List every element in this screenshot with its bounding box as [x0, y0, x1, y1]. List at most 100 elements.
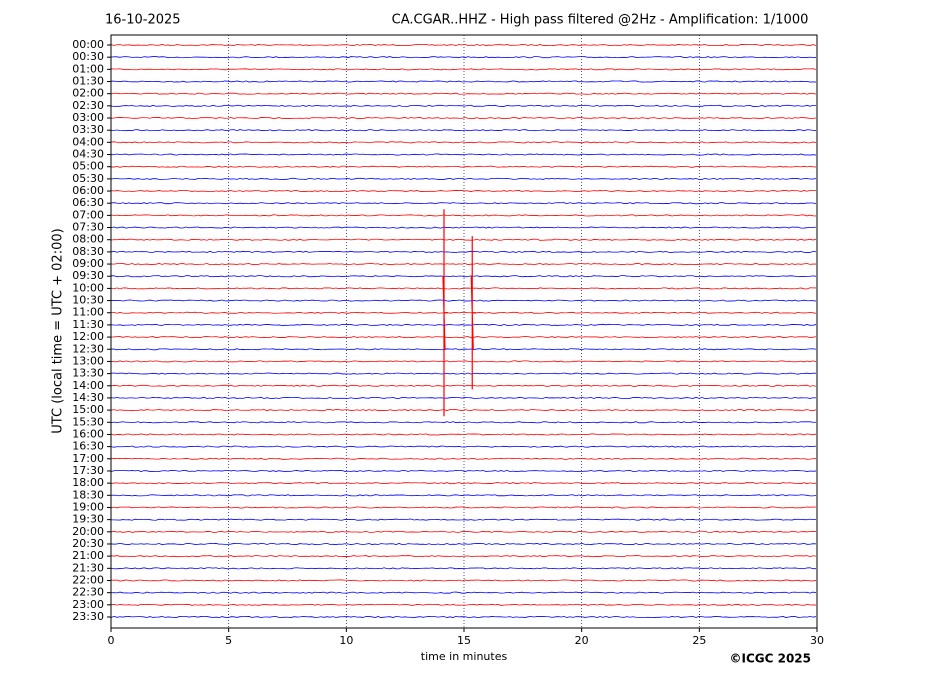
trace: [110, 591, 817, 594]
trace: [110, 129, 817, 132]
y-tick-label: 07:00: [72, 208, 104, 221]
y-tick-label: 16:30: [72, 440, 104, 453]
trace: [110, 567, 817, 570]
trace: [110, 421, 817, 424]
y-tick-label: 05:30: [72, 172, 104, 185]
y-tick-label: 23:00: [72, 598, 104, 611]
trace: [110, 56, 817, 59]
trace: [110, 384, 817, 387]
trace: [110, 396, 817, 399]
y-tick-label: 16:00: [72, 427, 104, 440]
y-tick-label: 02:00: [72, 87, 104, 100]
trace: [110, 542, 817, 545]
y-tick-label: 09:30: [72, 269, 104, 282]
y-tick-label: 22:00: [72, 573, 104, 586]
y-tick-label: 00:00: [72, 38, 104, 51]
y-tick-label: 20:00: [72, 525, 104, 538]
y-tick-label: 06:30: [72, 196, 104, 209]
y-tick-label: 05:00: [72, 160, 104, 173]
y-tick-label: 22:30: [72, 586, 104, 599]
y-tick-label: 13:00: [72, 354, 104, 367]
y-tick-label: 18:30: [72, 488, 104, 501]
y-tick-label: 23:30: [72, 610, 104, 623]
trace: [110, 530, 817, 533]
event: [470, 236, 477, 390]
event: [442, 209, 448, 417]
y-tick-label: 09:00: [72, 257, 104, 270]
y-tick-label: 04:30: [72, 148, 104, 161]
trace: [110, 190, 817, 193]
trace: [110, 117, 817, 120]
trace: [110, 226, 817, 229]
trace: [110, 603, 817, 606]
trace: [110, 250, 817, 253]
trace: [110, 165, 817, 168]
trace: [110, 518, 817, 521]
y-tick-label: 03:00: [72, 111, 104, 124]
trace: [110, 469, 817, 473]
trace: [110, 202, 817, 205]
y-tick-label: 00:30: [72, 50, 104, 63]
y-tick-label: 17:00: [72, 452, 104, 465]
y-tick-label: 06:00: [72, 184, 104, 197]
y-tick-label: 10:30: [72, 294, 104, 307]
trace: [110, 287, 817, 290]
trace: [110, 409, 817, 412]
y-tick-label: 15:30: [72, 415, 104, 428]
x-tick-label: 10: [339, 634, 353, 647]
trace: [110, 80, 817, 83]
y-tick-label: 13:30: [72, 367, 104, 380]
y-tick-label: 17:30: [72, 464, 104, 477]
trace: [110, 615, 817, 619]
date: 16-10-2025: [105, 13, 181, 28]
y-axis-label: UTC (local time = UTC + 02:00): [51, 228, 66, 433]
trace: [110, 555, 817, 558]
y-tick-label: 07:30: [72, 221, 104, 234]
y-tick-label: 21:00: [72, 549, 104, 562]
x-tick-label: 20: [575, 634, 589, 647]
plot-frame: [110, 34, 818, 629]
trace: [110, 153, 817, 156]
credit: ©ICGC 2025: [729, 652, 811, 666]
y-tick-label: 20:30: [72, 537, 104, 550]
y-tick-label: 15:00: [72, 403, 104, 416]
y-tick-label: 14:30: [72, 391, 104, 404]
y-tick-label: 01:00: [72, 62, 104, 75]
trace: [110, 177, 817, 180]
trace: [110, 445, 817, 448]
trace: [110, 360, 817, 363]
trace: [110, 275, 817, 278]
trace: [110, 336, 817, 339]
x-tick-label: 0: [108, 634, 115, 647]
y-tick-label: 12:00: [72, 330, 104, 343]
trace: [110, 506, 817, 509]
chart-title: CA.CGAR..HHZ - High pass filtered @2Hz -…: [392, 13, 809, 28]
y-tick-label: 18:00: [72, 476, 104, 489]
trace: [110, 141, 817, 144]
x-tick-label: 5: [225, 634, 232, 647]
y-tick-label: 14:00: [72, 379, 104, 392]
y-tick-label: 02:30: [72, 99, 104, 112]
trace: [110, 214, 817, 217]
trace: [110, 104, 817, 107]
y-tick-label: 11:00: [72, 306, 104, 319]
y-tick-label: 19:30: [72, 513, 104, 526]
y-tick-label: 08:30: [72, 245, 104, 258]
x-tick-label: 30: [810, 634, 824, 647]
trace: [110, 494, 817, 497]
y-tick-label: 10:00: [72, 281, 104, 294]
trace: [110, 263, 816, 266]
trace: [110, 92, 817, 95]
y-tick-label: 03:30: [72, 123, 104, 136]
x-tick-label: 25: [692, 634, 706, 647]
trace: [110, 299, 817, 302]
y-tick-label: 21:30: [72, 561, 104, 574]
trace: [110, 43, 817, 47]
trace: [110, 348, 817, 351]
y-tick-label: 01:30: [72, 75, 104, 88]
trace: [110, 311, 817, 314]
trace: [110, 238, 817, 241]
trace: [110, 457, 817, 460]
y-tick-label: 19:00: [72, 500, 104, 513]
